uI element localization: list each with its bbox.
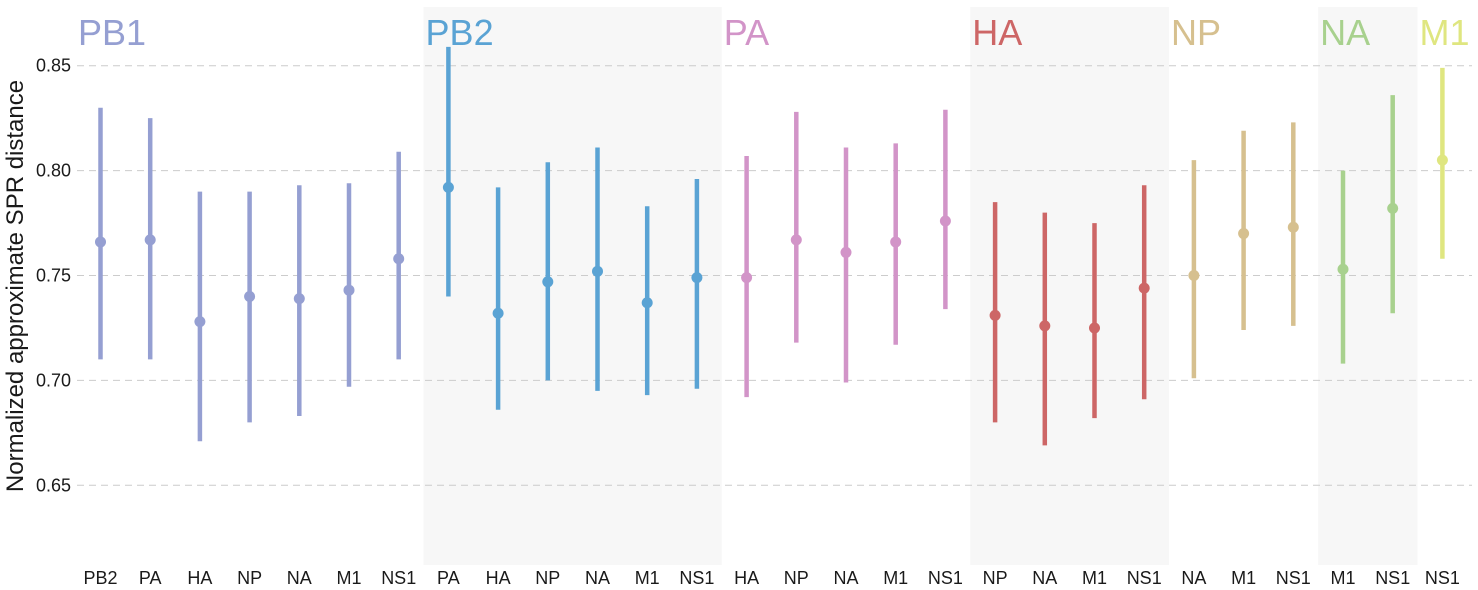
data-point: [1387, 202, 1399, 214]
data-point: [244, 290, 256, 302]
x-tick-label: NS1: [679, 568, 714, 588]
x-tick-label: M1: [1082, 568, 1107, 588]
group-label-pb1: PB1: [78, 12, 146, 53]
data-point: [95, 236, 106, 248]
x-tick-label: NP: [535, 568, 560, 588]
data-point: [1436, 154, 1448, 166]
data-point: [790, 234, 802, 246]
x-tick-label: NA: [1181, 568, 1206, 588]
data-point: [393, 253, 405, 265]
y-tick-label: 0.85: [36, 56, 71, 76]
group-label-ha: HA: [972, 12, 1022, 53]
y-tick-label: 0.65: [36, 475, 71, 495]
y-tick-label: 0.75: [36, 266, 71, 286]
group-label-m1: M1: [1420, 12, 1470, 53]
group-shading-layer: [423, 7, 1418, 565]
y-axis-label: Normalized approximate SPR distance: [2, 80, 29, 492]
x-tick-label: M1: [1231, 568, 1256, 588]
x-tick-label: NP: [983, 568, 1008, 588]
group-shade-ha: [970, 7, 1170, 565]
x-tick-label: NA: [833, 568, 858, 588]
group-label-pa: PA: [724, 12, 769, 53]
x-axis-ticks: PB2 PA HA NP NA M1 NS1 PA HA NP NA M1 NS1 HA NP NA M1 NS1…: [83, 568, 1459, 588]
data-point: [442, 181, 454, 193]
data-point: [194, 316, 206, 328]
data-point: [492, 307, 504, 319]
data-point: [592, 265, 603, 277]
x-tick-label: M1: [883, 568, 908, 588]
data-point: [144, 234, 156, 246]
x-tick-label: HA: [187, 568, 212, 588]
group-shade-na: [1318, 7, 1418, 565]
data-point: [741, 272, 753, 284]
x-tick-label: NA: [585, 568, 610, 588]
data-point: [890, 236, 902, 248]
x-tick-label: NP: [784, 568, 809, 588]
group-shade-pb2: [423, 7, 722, 565]
x-tick-label: NA: [1032, 568, 1057, 588]
group-label-np: NP: [1171, 12, 1221, 53]
x-tick-label: NS1: [1425, 568, 1460, 588]
data-point: [1089, 322, 1100, 334]
x-tick-label: M1: [1330, 568, 1355, 588]
x-tick-label: HA: [734, 568, 759, 588]
x-tick-label: M1: [336, 568, 361, 588]
x-tick-label: NS1: [381, 568, 416, 588]
x-tick-label: PA: [437, 568, 460, 588]
data-point: [542, 276, 554, 288]
x-tick-label: NS1: [1127, 568, 1162, 588]
x-tick-label: PA: [139, 568, 162, 588]
data-point: [1188, 270, 1200, 282]
group-labels: PB1 PB2 PA HA NP NA M1: [78, 12, 1470, 53]
data-point: [343, 284, 355, 296]
data-point: [691, 272, 703, 284]
data-point: [1039, 320, 1051, 332]
x-tick-label: NS1: [1375, 568, 1410, 588]
data-point: [1138, 282, 1150, 294]
x-tick-label: NP: [237, 568, 262, 588]
y-tick-label: 0.80: [36, 161, 71, 181]
data-point: [989, 309, 1001, 321]
data-point: [840, 246, 852, 258]
x-tick-label: NA: [287, 568, 312, 588]
data-point: [939, 215, 951, 227]
gridlines: [77, 65, 1472, 486]
x-tick-label: PB2: [83, 568, 117, 588]
data-point: [1337, 263, 1349, 275]
data-points: [95, 154, 1448, 334]
y-axis-ticks: 0.65 0.70 0.75 0.80 0.85: [36, 56, 71, 496]
x-tick-label: M1: [635, 568, 660, 588]
error-bars: [98, 46, 1445, 446]
x-tick-label: NS1: [928, 568, 963, 588]
y-tick-label: 0.70: [36, 370, 71, 390]
group-label-pb2: PB2: [426, 12, 494, 53]
data-point: [1238, 228, 1250, 240]
x-tick-label: NS1: [1276, 568, 1311, 588]
data-point: [1287, 221, 1299, 233]
data-point: [641, 297, 653, 309]
data-point: [293, 293, 305, 305]
group-label-na: NA: [1320, 12, 1370, 53]
x-tick-label: HA: [486, 568, 511, 588]
